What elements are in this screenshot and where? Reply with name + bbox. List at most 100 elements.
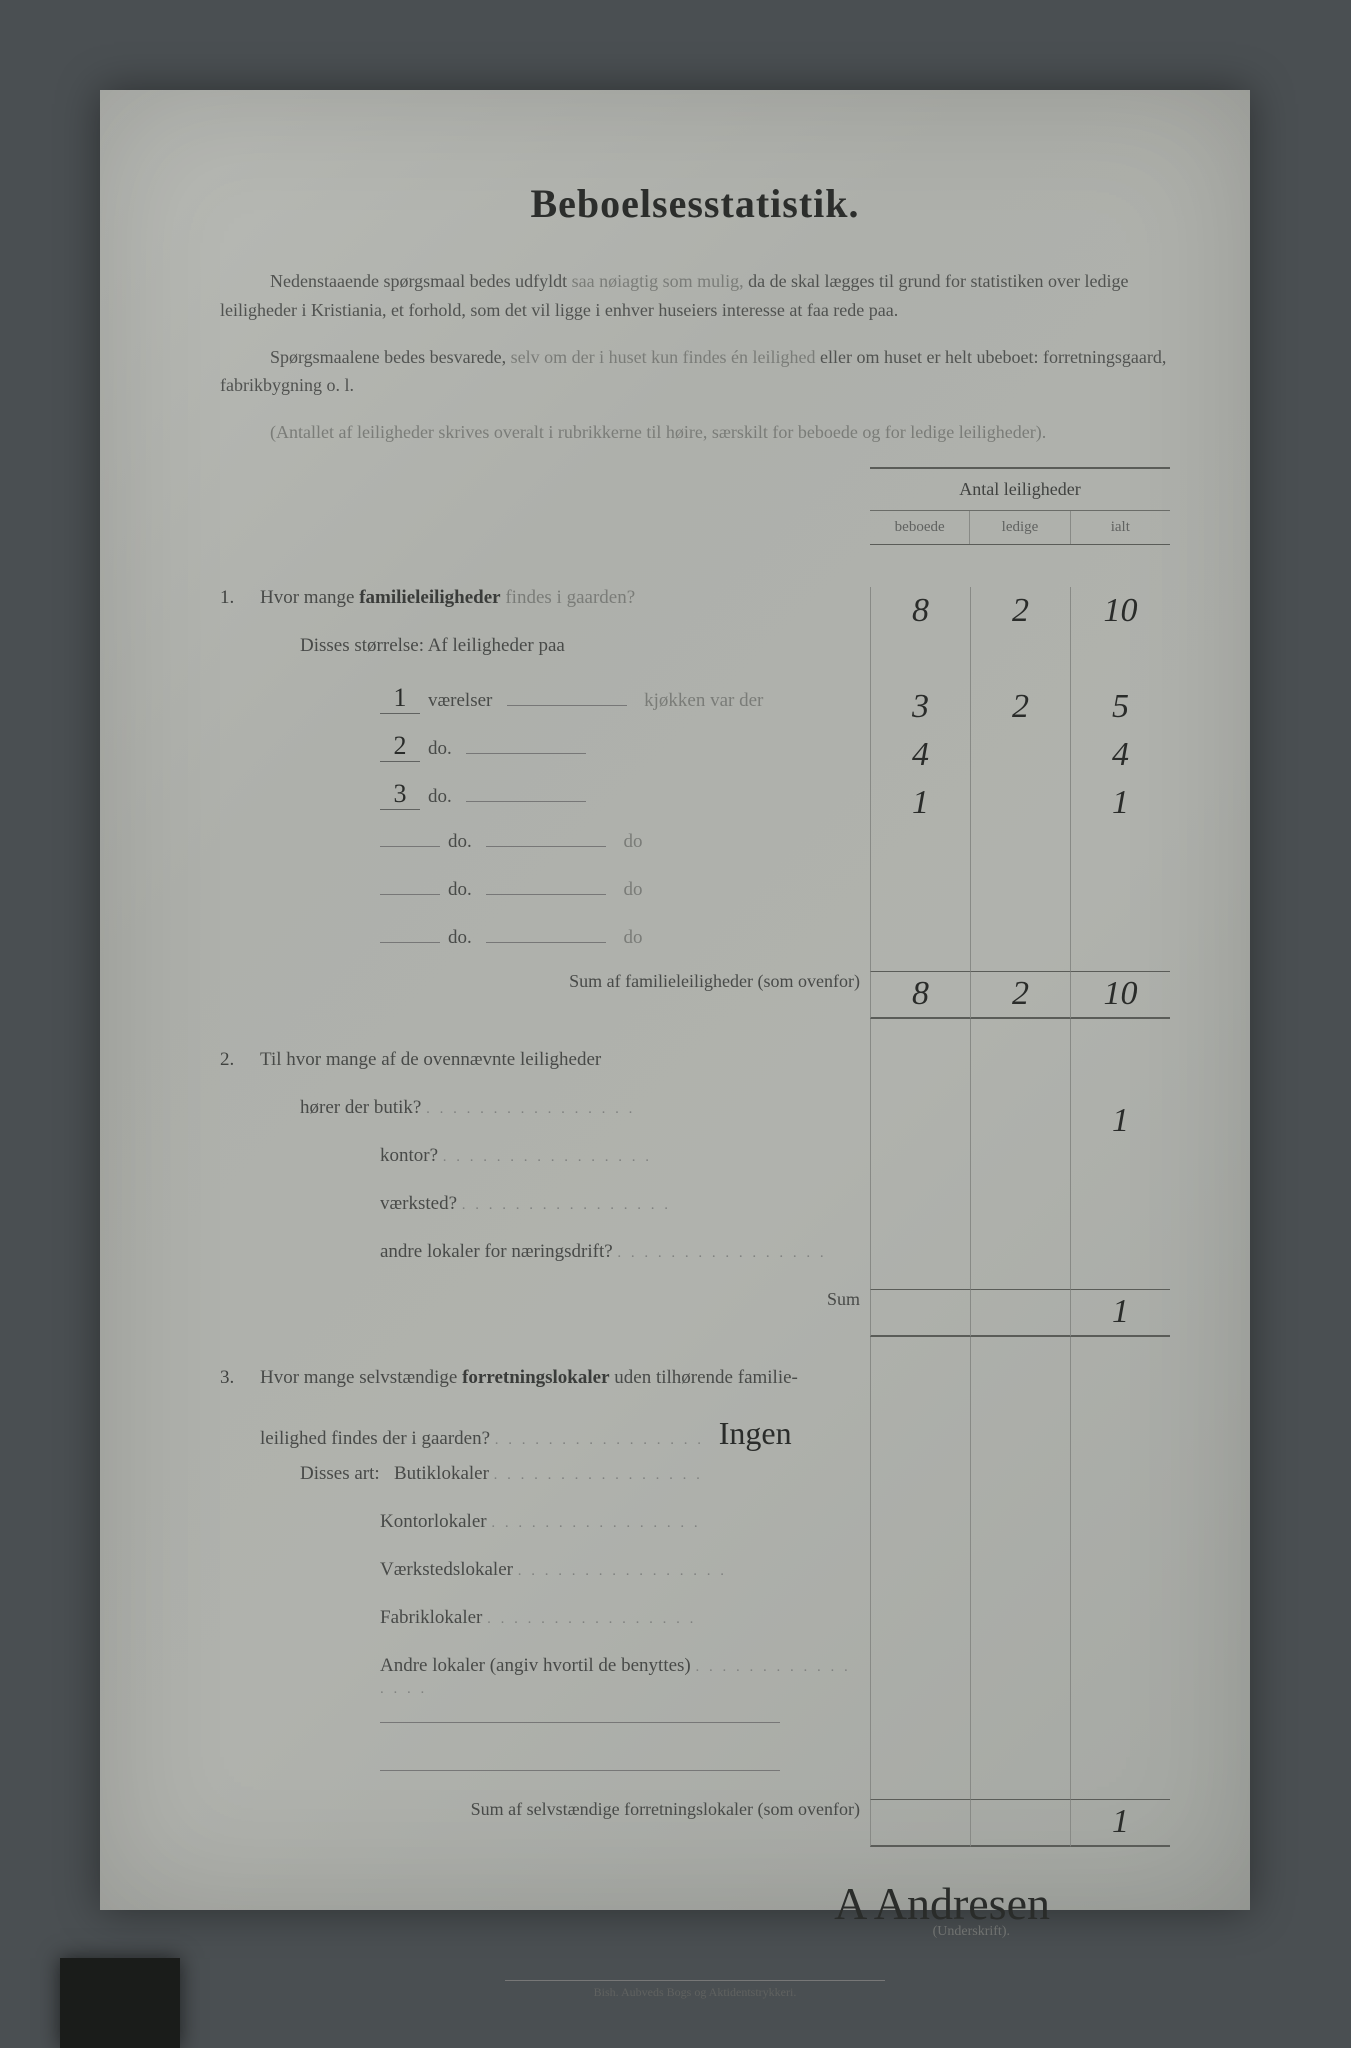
q3-v0 <box>870 1655 970 1703</box>
room-label: værelser <box>428 690 492 711</box>
room-text: 2do. <box>260 731 870 762</box>
q2-item-vals <box>870 1145 1170 1193</box>
q1-room-row: 3do. 11 <box>220 779 1170 827</box>
room-v2: 5 <box>1070 683 1170 731</box>
room-mid: do <box>624 831 643 852</box>
room-vals: 44 <box>870 731 1170 779</box>
q2-v0 <box>870 1145 970 1193</box>
q2-item-vals <box>870 1193 1170 1241</box>
q3-v2 <box>1070 1607 1170 1655</box>
q1-num: 1. <box>220 587 260 609</box>
room-text: do. do <box>260 827 870 853</box>
q3-item-text: Værkstedslokaler <box>260 1559 870 1581</box>
q3-v1 <box>970 1559 1070 1607</box>
room-blank <box>380 827 440 847</box>
room-v0: 1 <box>870 779 970 827</box>
room-v0 <box>870 827 970 875</box>
q3-sum-vals: 1 <box>870 1799 1170 1847</box>
q2-item-text: kontor? <box>260 1145 870 1167</box>
q2-v1 <box>970 1145 1070 1193</box>
q3-blank-row <box>220 1703 1170 1751</box>
room-blank <box>380 923 440 943</box>
room-text: 3do. <box>260 779 870 810</box>
q3-item-vals <box>870 1607 1170 1655</box>
q2-item-row: hører der butik? 1 <box>220 1097 1170 1145</box>
intro-1a: Nedenstaaende spørgsmaal bedes udfyldt <box>270 271 572 291</box>
q1s1: 2 <box>970 971 1070 1019</box>
room-v2: 1 <box>1070 779 1170 827</box>
q2-item-row: kontor? <box>220 1145 1170 1193</box>
q2-v1 <box>970 1193 1070 1241</box>
q3s2: 1 <box>1070 1799 1170 1847</box>
q2s0 <box>870 1289 970 1337</box>
room-label: do. <box>448 879 472 900</box>
intro-1b: saa nøiagtig som mulig, <box>572 271 744 291</box>
q3-v2 <box>1070 1655 1170 1703</box>
q3-v2 <box>1070 1511 1170 1559</box>
q3-v1 <box>970 1511 1070 1559</box>
room-count: 2 <box>380 731 420 762</box>
q1-sum-label: Sum af familieleiligheder (som ovenfor) <box>260 971 870 992</box>
q2-item-text: andre lokaler for næringsdrift? <box>260 1241 870 1263</box>
intro-para-3: (Antallet af leiligheder skrives overalt… <box>220 418 1170 447</box>
q1-tc: findes i gaarden? <box>501 587 636 608</box>
intro-2a: Spørgsmaalene bedes besvarede, <box>270 347 511 367</box>
room-v1: 2 <box>970 683 1070 731</box>
room-mid: kjøkken var der <box>644 690 763 711</box>
room-v1 <box>970 923 1070 971</box>
room-v0 <box>870 923 970 971</box>
q2-sum: Sum 1 <box>220 1289 1170 1337</box>
document-page: Beboelsesstatistik. Nedenstaaende spørgs… <box>100 90 1250 1910</box>
q2-v1 <box>970 1097 1070 1145</box>
signature-block: A Andresen (Underskrift). <box>220 1877 1170 1940</box>
q3-sub-label: Disses art: <box>300 1463 380 1484</box>
q1-room-row: 1værelser kjøkken var der325 <box>220 683 1170 731</box>
q3-item-vals <box>870 1559 1170 1607</box>
signature-text: A Andresen <box>220 1877 1050 1930</box>
q3-ta: Hvor mange selvstændige <box>260 1367 462 1388</box>
room-vals: 11 <box>870 779 1170 827</box>
q1-ta: Hvor mange <box>260 587 359 608</box>
q2-sum-label: Sum <box>260 1289 870 1310</box>
q1-sum-vals: 8 2 10 <box>870 971 1170 1019</box>
q1-tb: familieleiligheder <box>359 587 500 608</box>
header-cols: beboede ledige ialt <box>870 511 1170 544</box>
q1-row: 1. Hvor mange familieleiligheder findes … <box>220 587 1170 635</box>
q3-row1: 3. Hvor mange selvstændige forretningslo… <box>220 1367 1170 1415</box>
intro-2b: selv om der i huset kun findes én leilig… <box>511 347 816 367</box>
q2-num: 2. <box>220 1049 260 1071</box>
col-beboede: beboede <box>870 511 970 544</box>
q3-v1 <box>970 1607 1070 1655</box>
q3-text2: leilighed findes der i gaarden? Ingen <box>260 1415 870 1452</box>
q2-item-text: hører der butik? <box>260 1097 870 1119</box>
q3-sub-text: Disses art: Butiklokaler <box>260 1463 870 1485</box>
q2-v0 <box>870 1241 970 1289</box>
room-mid: do <box>624 879 643 900</box>
room-vals: 325 <box>870 683 1170 731</box>
room-v0: 4 <box>870 731 970 779</box>
q3-sum: Sum af selvstændige forretningslokaler (… <box>220 1799 1170 1847</box>
q2-v1 <box>970 1241 1070 1289</box>
q1-room-row: do. do <box>220 875 1170 923</box>
table-area: Antal leiligheder beboede ledige ialt 1.… <box>220 467 1170 1847</box>
col-ledige: ledige <box>970 511 1070 544</box>
q3-item-text: Fabriklokaler <box>260 1607 870 1629</box>
q2-item-vals: 1 <box>870 1097 1170 1145</box>
q3s1 <box>970 1799 1070 1847</box>
dots <box>495 1428 704 1449</box>
room-vals <box>870 923 1170 971</box>
q3-tb: forretningslokaler <box>462 1367 609 1388</box>
room-vals <box>870 875 1170 923</box>
q3-v0 <box>870 1559 970 1607</box>
q2s2: 1 <box>1070 1289 1170 1337</box>
q2-v2 <box>1070 1193 1170 1241</box>
q3-num: 3. <box>220 1367 260 1389</box>
q2-v0 <box>870 1097 970 1145</box>
spacer <box>220 1337 1170 1367</box>
q3-item-row: Værkstedslokaler <box>220 1559 1170 1607</box>
q3-v0 <box>870 1511 970 1559</box>
room-v1 <box>970 827 1070 875</box>
q2-sum-vals: 1 <box>870 1289 1170 1337</box>
room-v2: 4 <box>1070 731 1170 779</box>
q1-room-row: 2do. 44 <box>220 731 1170 779</box>
